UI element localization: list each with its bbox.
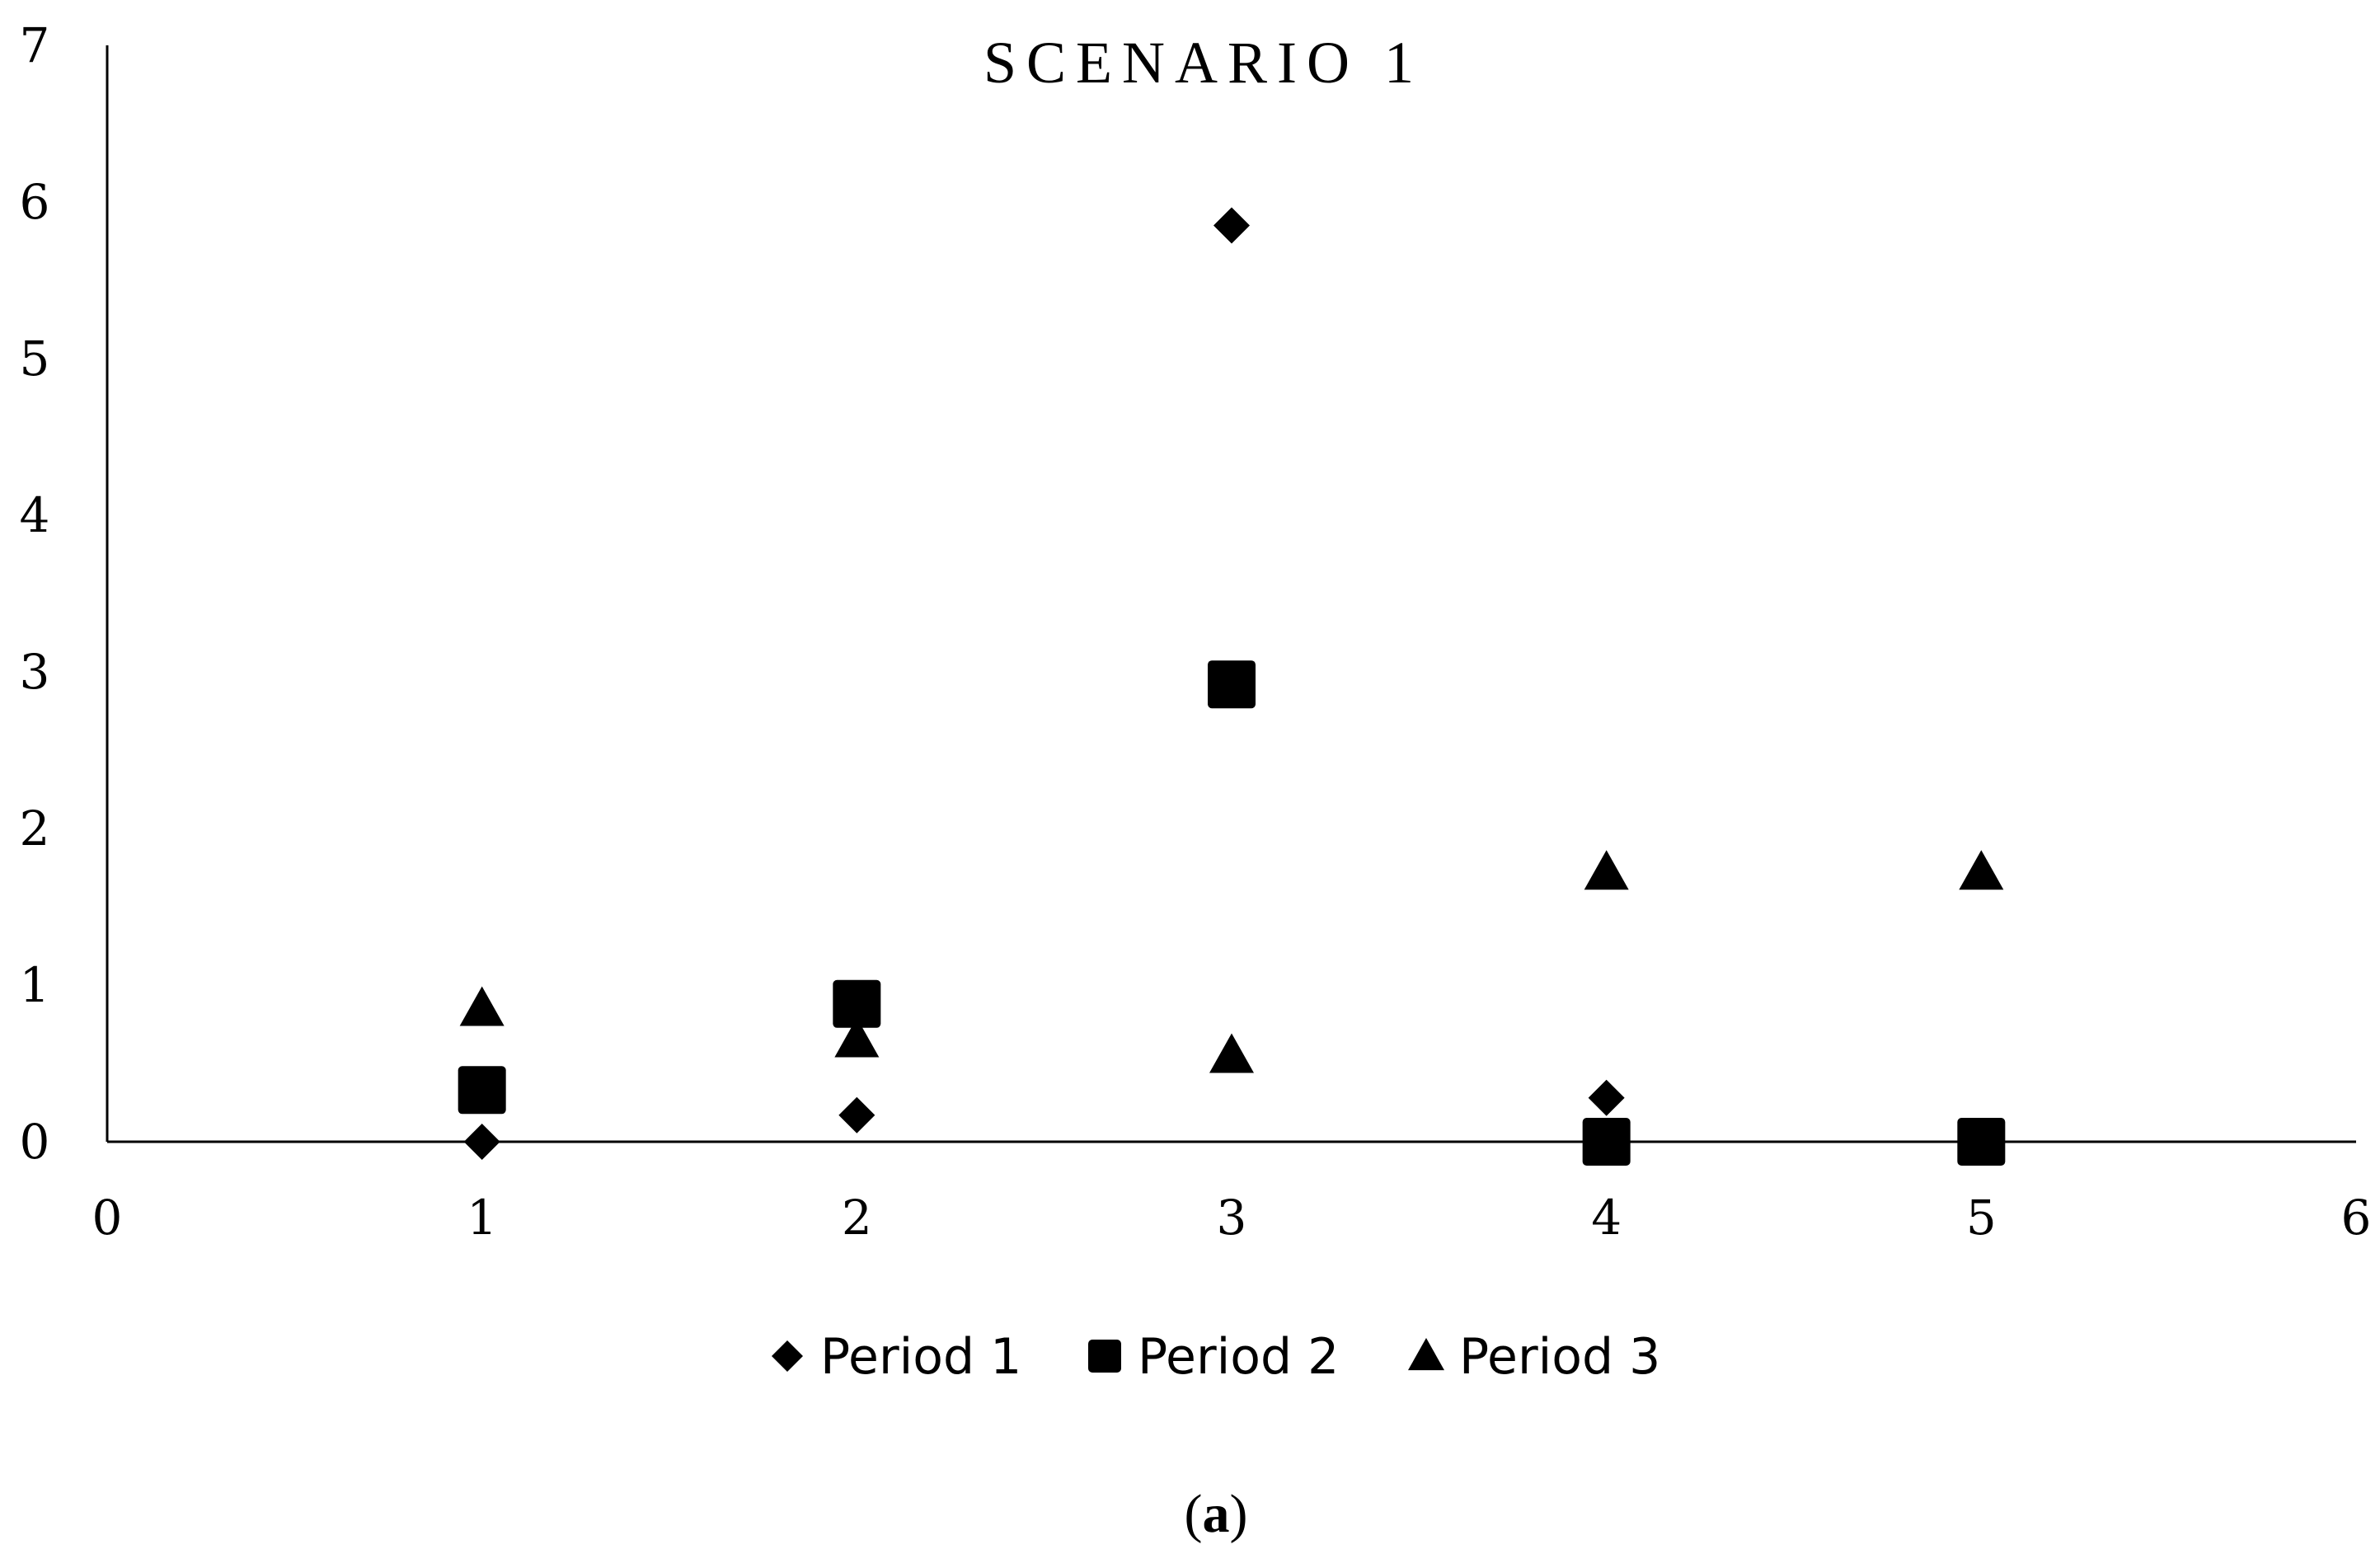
legend-triangle-icon: [1408, 1338, 1444, 1371]
y-tick-label: 7: [20, 17, 50, 73]
x-tick-label: 2: [842, 1190, 872, 1246]
period-2-point: [1582, 1118, 1631, 1166]
period-3-point: [834, 1017, 880, 1058]
y-tick-label: 5: [20, 331, 50, 387]
caption-open: (: [1185, 1484, 1203, 1544]
y-tick-label: 3: [20, 644, 50, 700]
x-tick-label: 1: [467, 1190, 497, 1246]
tick-labels: 0 1 2 3 4 5 6 0 1 2 3 4 5 6 7: [20, 17, 2372, 1246]
y-tick-label: 1: [20, 957, 50, 1013]
period-2-point: [1957, 1118, 2006, 1166]
y-tick-label: 4: [20, 487, 50, 543]
period-3-point: [1959, 850, 2004, 890]
period-3-point: [1584, 850, 1629, 890]
data-points: [458, 207, 2006, 1166]
x-tick-label: 6: [2341, 1190, 2372, 1246]
period-3-point: [459, 986, 505, 1026]
period-1-point: [1213, 207, 1250, 244]
caption-letter: a: [1203, 1484, 1230, 1544]
y-tick-label: 6: [20, 174, 50, 230]
legend-label-period-2: Period 2: [1138, 1328, 1339, 1386]
y-tick-label: 2: [20, 800, 50, 857]
x-tick-label: 0: [92, 1190, 123, 1246]
period-1-point: [463, 1124, 500, 1160]
x-tick-label: 4: [1591, 1190, 1622, 1246]
period-1-point: [1588, 1079, 1625, 1116]
caption-close: ): [1230, 1484, 1248, 1544]
period-1-point: [838, 1096, 875, 1134]
x-tick-label: 5: [1966, 1190, 1997, 1246]
period-3-point: [1209, 1033, 1254, 1073]
period-2-point: [1208, 660, 1256, 709]
legend-label-period-1: Period 1: [820, 1328, 1021, 1386]
legend-diamond-icon: [772, 1340, 803, 1372]
figure-caption: (a): [1185, 1484, 1248, 1544]
period-2-point: [458, 1066, 506, 1115]
legend-label-period-3: Period 3: [1459, 1328, 1660, 1386]
legend-square-icon: [1088, 1340, 1121, 1373]
legend: Period 1 Period 2 Period 3: [772, 1328, 1660, 1386]
period-2-point: [833, 979, 881, 1028]
y-tick-label: 0: [20, 1114, 50, 1170]
x-tick-label: 3: [1217, 1190, 1247, 1246]
chart-title: SCENARIO 1: [983, 30, 1424, 96]
